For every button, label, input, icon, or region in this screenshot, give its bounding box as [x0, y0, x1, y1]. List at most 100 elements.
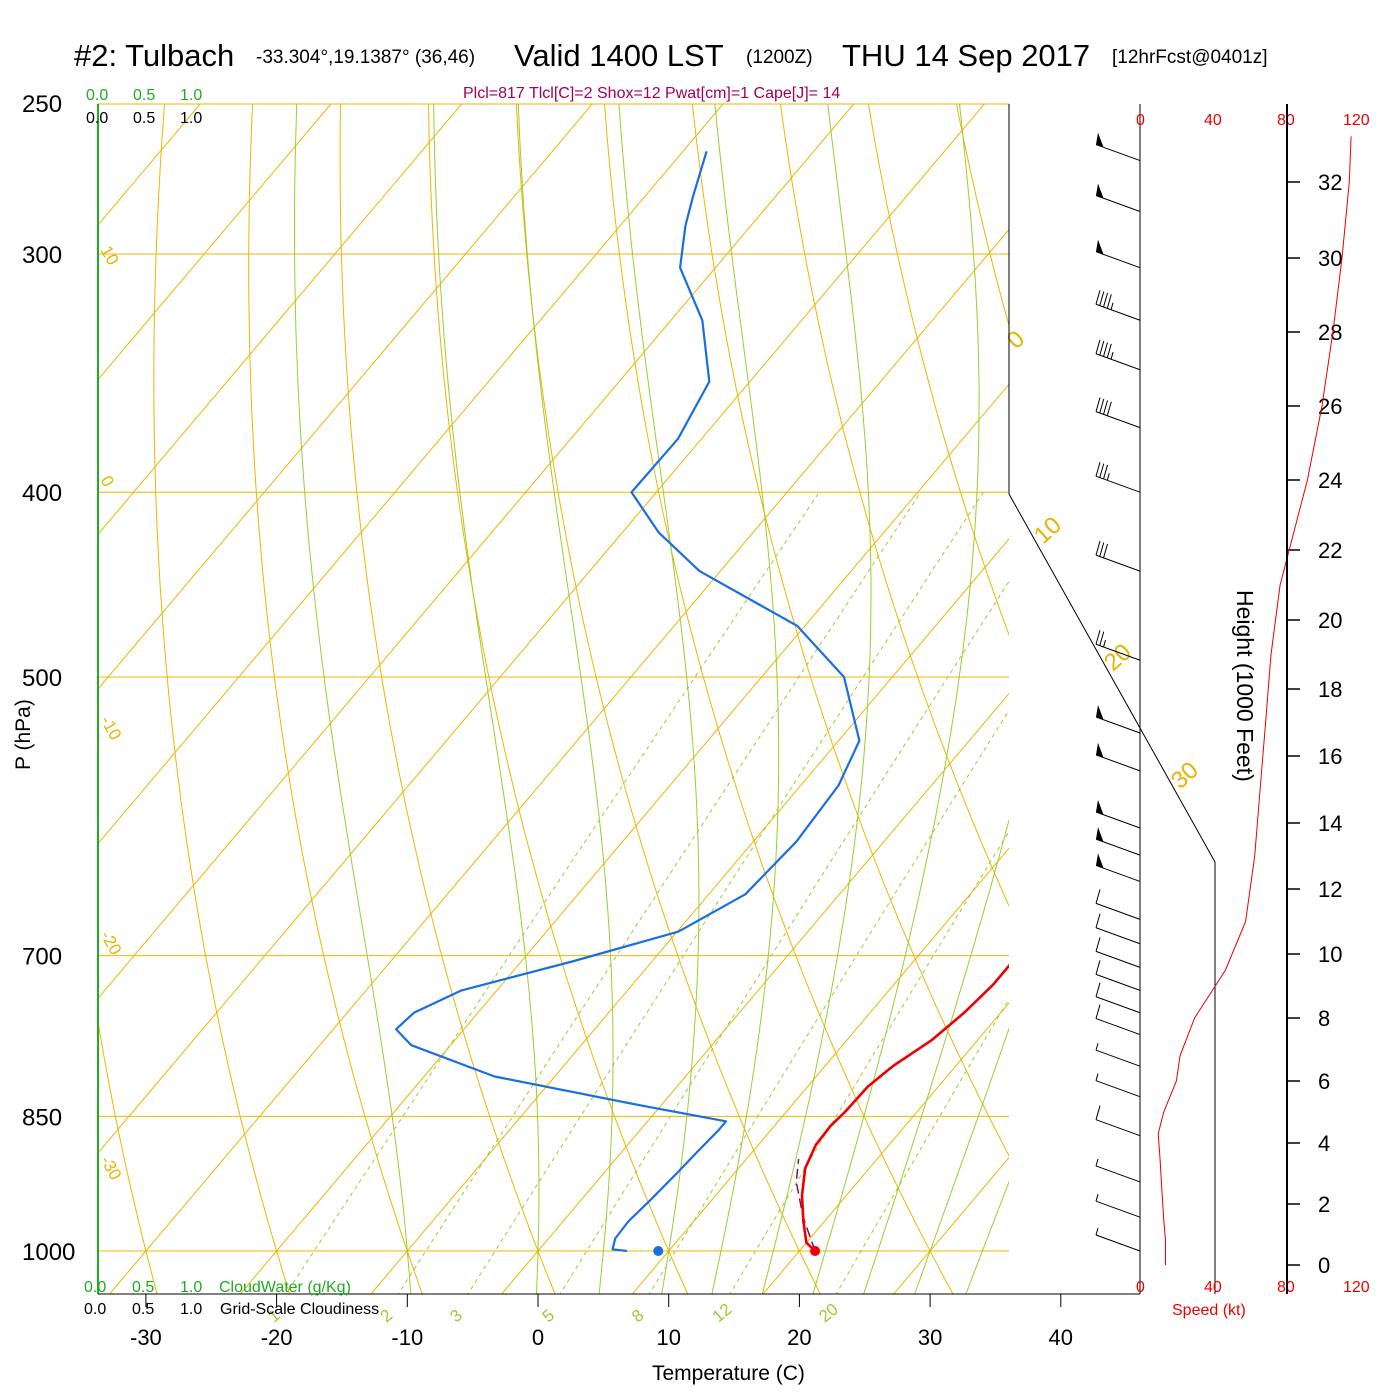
moist-adiabat-5: [517, 104, 614, 1294]
isotherm-20: [762, 1002, 1009, 1294]
isotherm--30: [108, 228, 1009, 1294]
height-tick-8: 8: [1318, 1006, 1330, 1031]
cloudwater-label: CloudWater (g/Kg): [219, 1279, 351, 1296]
height-tick-22: 22: [1318, 538, 1342, 563]
height-tick-4: 4: [1318, 1131, 1330, 1156]
moist-adiabat-14: [711, 104, 780, 1294]
mixing-ratio-label-8: 8: [628, 1306, 647, 1327]
wind-barb: [1095, 1227, 1141, 1252]
wind-barb-flag: [1106, 294, 1112, 309]
wind-barb-shaft: [1095, 973, 1141, 991]
isotherm--70: [98, 104, 593, 690]
plot-frame: [97, 103, 1216, 1295]
wind-barb-flag: [1103, 400, 1108, 415]
speed-tick-bottom-1: 40: [1204, 1279, 1222, 1296]
wind-barb: [1095, 630, 1141, 661]
mixing-ratio-label-12: 12: [709, 1299, 736, 1326]
wind-barb-flag: [1095, 913, 1101, 928]
cloud-scale-top: 0.0 0.5 1.0 0.0 0.5 1.0: [86, 87, 202, 127]
parcel-trace-line: [795, 1159, 816, 1252]
wind-barb-half-flag: [1095, 1194, 1099, 1202]
pressure-tick-250: 250: [22, 91, 62, 118]
temperature-tick-0: 0: [532, 1325, 544, 1350]
dry-adiabat-label-10: 10: [1029, 512, 1067, 550]
wind-barb-flag: [1095, 397, 1101, 412]
mixing-ratio-label-5: 5: [539, 1306, 558, 1327]
wind-barb-flag: [1099, 291, 1105, 306]
profiles: [395, 150, 1009, 1253]
isotherm-label--20: -20: [97, 928, 126, 959]
wind-barb-shaft: [1095, 353, 1141, 371]
wind-barb-pennant: [1096, 705, 1104, 720]
dry-adiabat-30: [603, 104, 954, 1294]
height-tick-16: 16: [1318, 744, 1342, 769]
pressure-tick-850: 850: [22, 1104, 62, 1131]
utc-time: (1200Z): [746, 47, 813, 68]
wind-barb-flag: [1095, 960, 1101, 975]
wind-barb: [1095, 1073, 1141, 1098]
dry-adiabat-label-0: 0: [1002, 325, 1030, 354]
mixing-ratio-line-20: [835, 997, 1009, 1294]
wind-barb-flag: [1103, 292, 1108, 308]
dry-adiabat-label-30: 30: [1166, 757, 1204, 795]
isotherm-40: [994, 103, 1400, 1330]
cloud-tick-bottom-green-1: 0.5: [132, 1279, 154, 1296]
wind-barb: [1095, 742, 1141, 772]
speed-scale-bottom: 0 40 80 120 Speed (kt): [1136, 1279, 1370, 1319]
wind-barb-shaft: [1095, 1018, 1141, 1036]
mixing-ratio-line-12: [729, 830, 1009, 1294]
temperature-axis: -30 -20 -10 0 10 20 30 40: [130, 1294, 1073, 1350]
speed-tick-top-3: 120: [1343, 112, 1370, 129]
station-title: #2: Tulbach: [74, 38, 234, 73]
moist-adiabat-34: [965, 1180, 1009, 1294]
wind-barb-flag: [1095, 1004, 1101, 1019]
background-lines: [98, 103, 1400, 1330]
pressure-tick-1000: 1000: [22, 1239, 75, 1266]
surface-temperature-marker: [810, 1246, 821, 1256]
wind-barb: [1095, 541, 1141, 572]
wind-barb: [1095, 889, 1141, 920]
wind-barb: [1095, 705, 1141, 734]
speed-scale-top: 0 40 80 120: [1136, 112, 1370, 129]
wind-barb-flag: [1103, 543, 1108, 559]
cloud-tick-bottom-green-2: 1.0: [180, 1279, 202, 1296]
wind-barb-half-flag: [1095, 1158, 1099, 1167]
dry-adiabat-10: [428, 104, 689, 1294]
wind-barb-flag: [1095, 1105, 1101, 1120]
wind-barb: [1095, 183, 1141, 212]
dry-adiabat-0: [339, 104, 556, 1294]
wind-barb: [1095, 913, 1141, 945]
isotherm-0: [501, 692, 1009, 1294]
isotherm--60: [98, 104, 724, 845]
y-axis-label: P (hPa): [12, 699, 35, 770]
isotherm-label--30: -30: [97, 1153, 126, 1184]
wind-barb-shaft: [1095, 1119, 1141, 1137]
wind-barb-pennant: [1096, 132, 1104, 148]
temperature-tick-30: 30: [918, 1325, 942, 1350]
speed-tick-bottom-3: 120: [1343, 1279, 1370, 1296]
wind-barb-pennant: [1096, 799, 1104, 815]
surface-dewpoint-marker: [653, 1246, 664, 1256]
height-tick-14: 14: [1318, 811, 1342, 836]
isotherm--20: [239, 383, 1009, 1294]
wind-barb-flag: [1095, 937, 1101, 952]
moist-adiabat-0: [433, 104, 540, 1294]
height-tick-10: 10: [1318, 942, 1342, 967]
dry-adiabat-40: [691, 104, 1009, 1157]
pressure-tick-500: 500: [22, 665, 62, 692]
wind-barb-flag: [1099, 542, 1105, 557]
isotherm--80: [98, 104, 463, 536]
cloud-tick-top-black-2: 1.0: [180, 110, 202, 127]
wind-barb-shaft: [1095, 1049, 1141, 1067]
wind-barb-flag: [1099, 631, 1105, 646]
wind-barb-shaft: [1095, 716, 1141, 734]
height-tick-32: 32: [1318, 170, 1342, 195]
wind-barb-shaft: [1095, 554, 1141, 572]
isotherm-label--10: -10: [97, 713, 126, 744]
moist-adiabat-22: [812, 104, 980, 1294]
wind-speed-profile: [1157, 136, 1352, 1265]
mixing-ratio-label-20: 20: [815, 1299, 842, 1326]
wind-barbs: [1095, 132, 1141, 1252]
